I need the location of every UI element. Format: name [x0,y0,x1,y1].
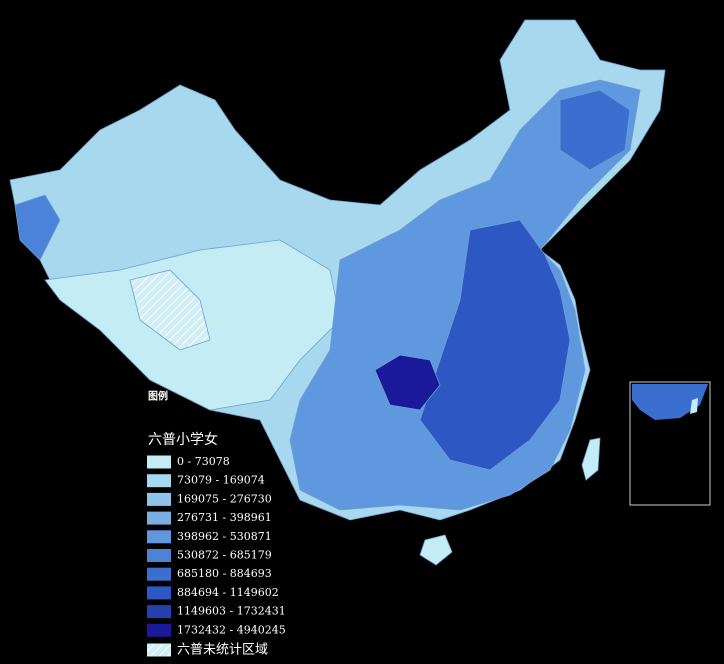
inset-land [632,384,708,420]
legend-swatch [147,586,171,600]
inset-map [629,381,711,506]
legend-swatch-no-data [147,643,171,657]
region-xinjiang-west [14,194,61,261]
inset-taiwan [690,398,698,414]
legend-label: 276731 - 398961 [177,511,272,524]
region-no-data [129,269,211,351]
legend: 图例 六普小学女 0 - 73078 73079 - 169074 169075 -… [147,390,286,658]
china-map [9,19,666,566]
legend-label: 1149603 - 1732431 [177,605,286,618]
legend-swatch [147,623,171,637]
legend-swatch [147,455,171,469]
region-east [419,219,571,471]
legend-label: 73079 - 169074 [177,474,265,487]
legend-title: 六普小学女 [148,431,218,448]
legend-swatch [147,530,171,544]
legend-label: 685180 - 884693 [177,567,272,580]
legend-swatch [147,511,171,525]
hainan [419,534,453,566]
region-northeast [559,89,631,171]
legend-swatch [147,474,171,488]
legend-label: 1732432 - 4940245 [177,623,286,636]
legend-swatch [147,492,171,506]
legend-swatch [147,605,171,619]
taiwan [581,437,601,481]
legend-swatch [147,549,171,562]
legend-label: 0 - 73078 [177,455,230,468]
legend-label: 398962 - 530871 [177,530,272,543]
legend-label: 884694 - 1149602 [177,586,279,599]
legend-label: 530872 - 685179 [177,549,272,562]
legend-label: 六普未统计区域 [177,643,268,658]
legend-label: 169075 - 276730 [177,492,272,505]
region-sichuan [374,354,441,411]
legend-heading: 图例 [148,390,168,403]
legend-swatch [147,567,171,581]
